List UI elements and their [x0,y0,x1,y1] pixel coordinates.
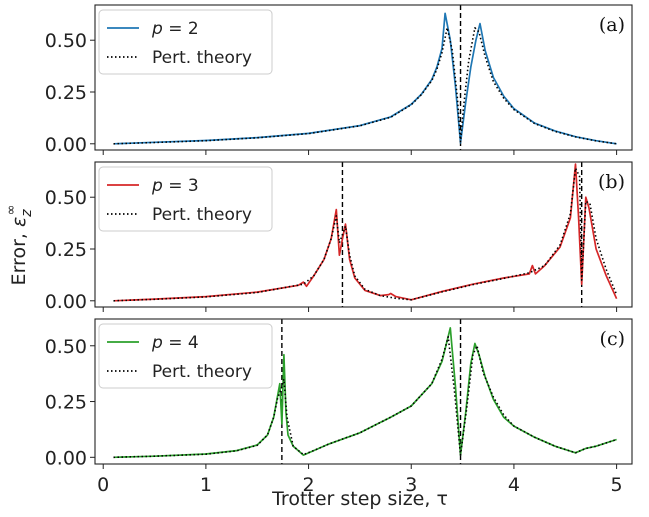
y-tick-label: 0.25 [45,392,87,414]
x-axis-title: Trotter step size, τ [271,488,448,510]
panel-label: (b) [598,171,625,193]
x-tick-label: 0 [97,474,109,496]
y-tick-label: 0.00 [45,134,87,156]
legend-label: p = 3 [151,176,199,196]
legend: p = 2 Pert. theory [98,9,273,75]
plot-area [113,319,617,464]
panel-1: 0.00 0.25 0.50 (a) p = 2 Pert. theory [45,4,633,156]
panel-label: (c) [600,328,625,350]
plot-area [113,5,617,150]
legend-label: p = 4 [151,333,199,353]
x-tick-label: 1 [200,474,212,496]
series-line-pert-theory [113,167,618,302]
panel-2: 0.00 0.25 0.50 (b) p = 3 Pert. theory [45,161,633,313]
y-tick-label: 0.25 [45,239,87,261]
legend: p = 3 Pert. theory [98,166,273,232]
panel-frame [94,4,633,151]
x-axis-label: Trotter step size, τ [271,488,448,510]
y-tick-label: 0.25 [45,82,87,104]
y-axis-label: Error, εz∞ [4,205,35,286]
legend-box [98,9,273,75]
y-tick-label: 0.50 [45,336,87,358]
legend-box [98,166,273,232]
series-line-pert-theory [113,335,617,459]
y-tick-label: 0.50 [45,30,87,52]
panel-label: (a) [599,14,625,36]
panel-3: 0.00 0.25 0.50 0 1 2 3 4 5 (c) p = 4 Pert. theory [45,318,633,496]
x-tick-label: 4 [508,474,520,496]
legend-label: Pert. theory [152,362,252,382]
legend: p = 4 Pert. theory [98,323,273,389]
series-line-pert-theory [113,26,617,145]
series-line-main [113,163,618,302]
legend-label: Pert. theory [152,48,252,68]
legend-label: p = 2 [151,19,199,39]
y-tick-label: 0.00 [45,291,87,313]
x-tick-label: 5 [611,474,623,496]
panel-frame [94,318,633,465]
y-tick-label: 0.50 [45,187,87,209]
y-tick-label: 0.00 [45,447,87,469]
x-tick-label: 2 [303,474,315,496]
y-axis-title: Error, εz∞ [4,205,35,286]
panel-frame [94,161,633,308]
plot-area [113,162,618,307]
x-tick-label: 3 [405,474,417,496]
legend-label: Pert. theory [152,205,252,225]
legend-box [98,323,273,389]
